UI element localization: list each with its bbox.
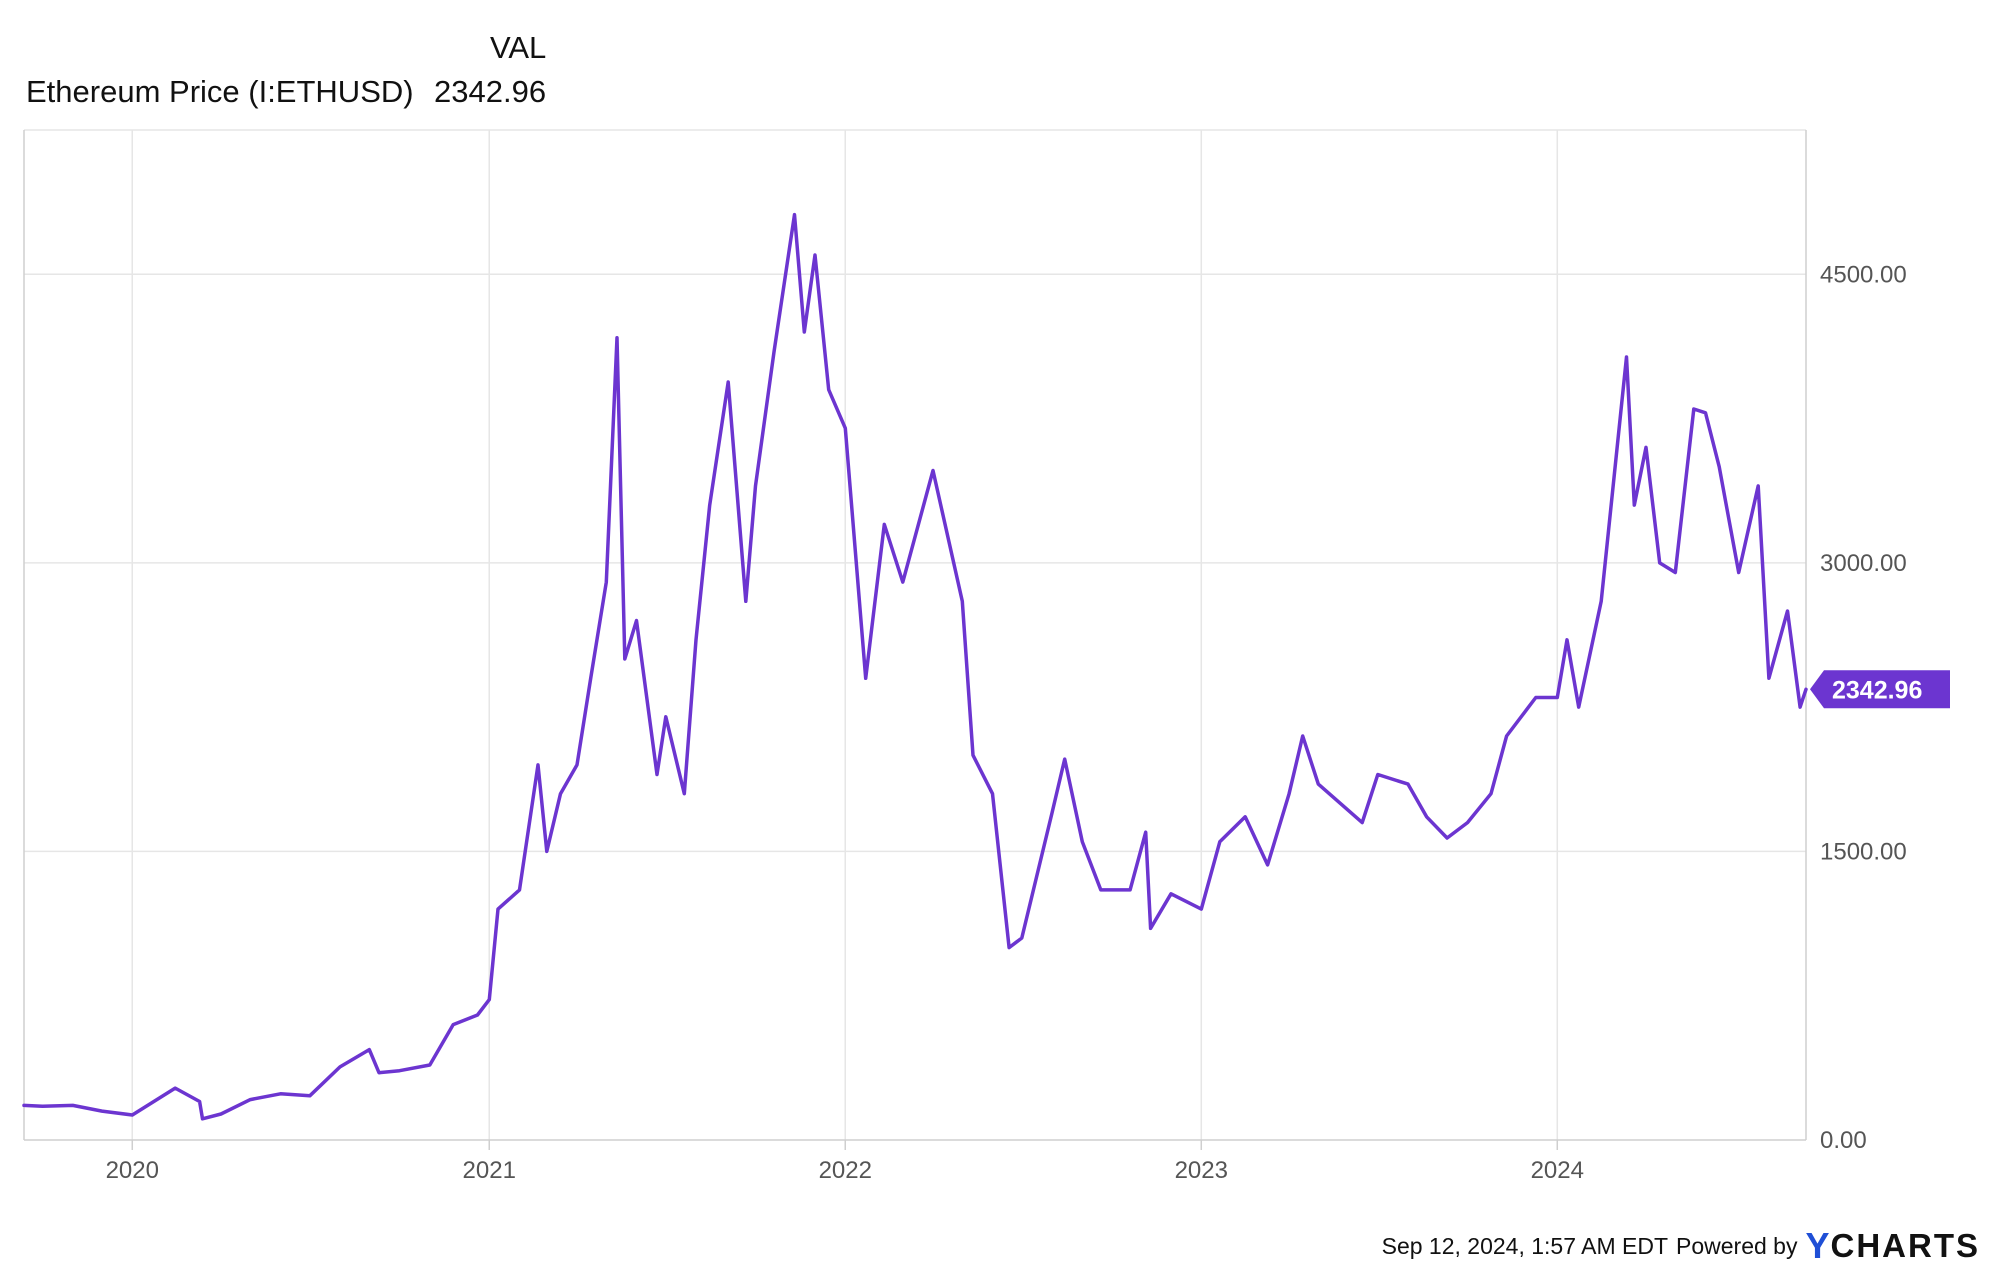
- y-tick-label: 3000.00: [1820, 550, 1907, 577]
- x-tick-label: 2020: [106, 1157, 159, 1184]
- legend-column-header: VAL: [490, 30, 547, 65]
- y-tick-label: 0.00: [1820, 1127, 1867, 1154]
- x-tick-label: 2024: [1531, 1157, 1584, 1184]
- footer: Sep 12, 2024, 1:57 AM EDT Powered by Y C…: [1382, 1225, 1980, 1267]
- footer-timestamp: Sep 12, 2024, 1:57 AM EDT: [1381, 1232, 1669, 1259]
- ycharts-logo-text: CHARTS: [1830, 1227, 1980, 1264]
- series-line-ethereum: [22, 212, 1808, 1121]
- grid-lines: [24, 130, 1806, 1140]
- series-layer: [22, 212, 1808, 1121]
- y-tick-label: 1500.00: [1820, 838, 1907, 865]
- tick-labels: 0.00 1500.00 3000.00 4500.00 2020 2021 2022 202…: [106, 261, 1907, 1184]
- x-tick-label: 2021: [463, 1157, 516, 1184]
- x-tick-label: 2023: [1175, 1157, 1228, 1184]
- price-chart[interactable]: 0.00 1500.00 3000.00 4500.00 2020 2021 2022 202…: [0, 0, 2000, 1230]
- last-value-tag-layer: 2342.96: [1810, 670, 1950, 709]
- legend-series-value: 2342.96: [434, 74, 547, 109]
- last-value-tag: [1810, 670, 1950, 709]
- ycharts-logo-y: Y: [1805, 1225, 1830, 1266]
- y-tick-label: 4500.00: [1820, 261, 1907, 288]
- ycharts-logo[interactable]: Y CHARTS: [1805, 1225, 1980, 1267]
- axes: [23, 129, 1807, 1150]
- legend-series-name: Ethereum Price (I:ETHUSD): [26, 74, 414, 109]
- last-value-tag-text: 2342.96: [1832, 676, 1922, 704]
- x-tick-label: 2022: [819, 1157, 872, 1184]
- footer-powered-by: Powered by: [1676, 1232, 1798, 1259]
